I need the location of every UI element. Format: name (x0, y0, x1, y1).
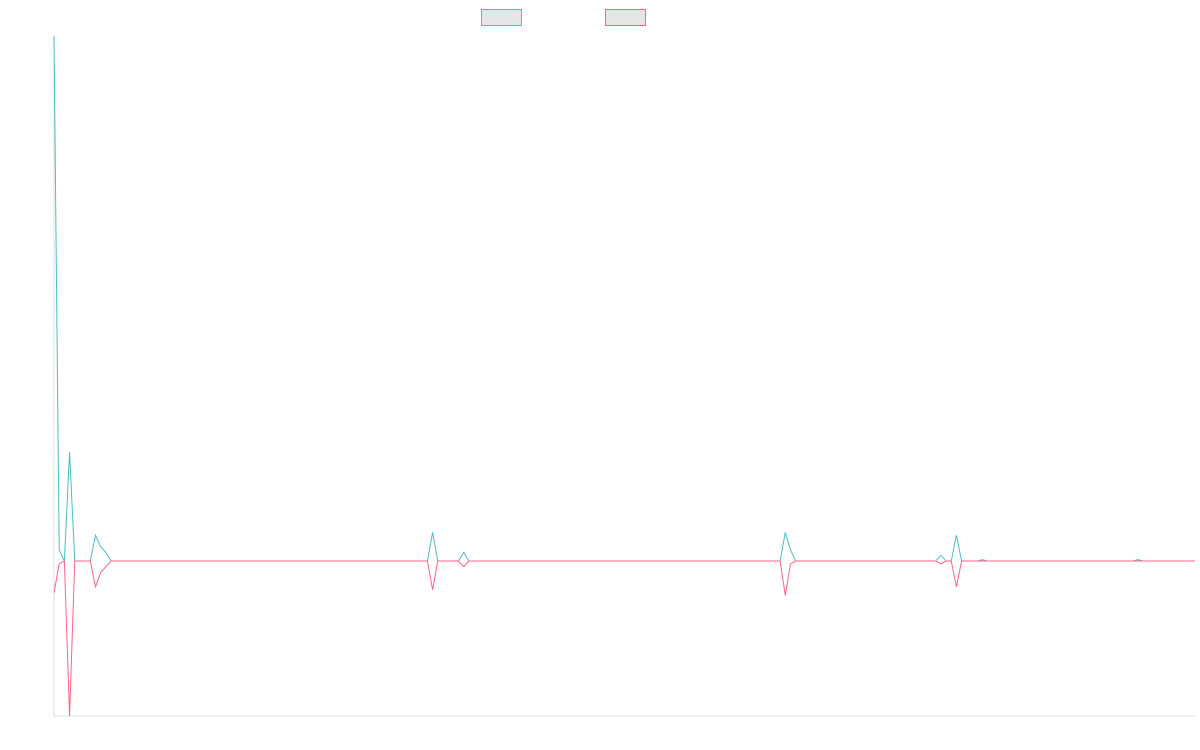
series-group (53, 35, 1195, 717)
legend-swatch-1[interactable] (481, 9, 522, 26)
series-line-2 (53, 560, 1195, 717)
legend-swatch-2[interactable] (605, 9, 646, 26)
series-line-1 (53, 35, 1195, 562)
legend (481, 9, 646, 26)
